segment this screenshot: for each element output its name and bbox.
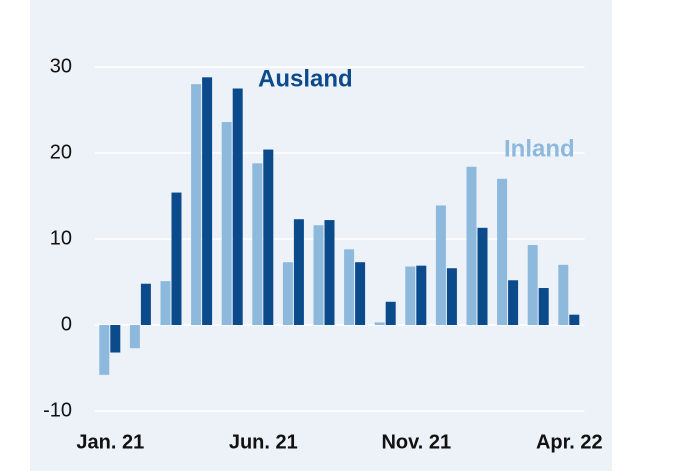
bar: [446, 268, 457, 325]
bar: [374, 322, 385, 325]
x-tick-label: Apr. 22: [536, 431, 603, 453]
bar: [263, 149, 274, 325]
series-label: Inland: [504, 135, 575, 162]
bar: [293, 219, 304, 325]
bar: [355, 262, 366, 325]
bar: [110, 325, 121, 353]
y-tick-label: 10: [50, 227, 72, 249]
bar: [558, 264, 569, 325]
x-tick-label: Jan. 21: [76, 431, 144, 453]
bar: [477, 227, 488, 325]
bar: [344, 249, 355, 325]
y-tick-label: 30: [50, 55, 72, 77]
bar: [313, 225, 324, 325]
bar: [252, 163, 263, 325]
bar: [191, 84, 202, 325]
bar: [466, 166, 477, 325]
bar: [202, 77, 213, 325]
bar: [171, 192, 182, 325]
bar: [140, 283, 151, 325]
bar: [160, 281, 171, 325]
bar: [324, 220, 335, 325]
bar: [538, 288, 549, 325]
bar: [232, 88, 243, 325]
y-tick-label: -10: [43, 399, 72, 421]
bar: [416, 265, 427, 325]
bar: [405, 266, 416, 325]
bar: [497, 178, 508, 325]
bar: [129, 325, 140, 349]
bar: [569, 314, 580, 325]
bar: [527, 245, 538, 325]
y-tick-label: 0: [61, 313, 72, 335]
bar: [221, 122, 232, 325]
bar: [282, 262, 293, 325]
y-tick-label: 20: [50, 141, 72, 163]
bar: [435, 205, 446, 325]
bar: [99, 325, 110, 375]
bar: [385, 301, 396, 325]
x-tick-label: Jun. 21: [229, 431, 298, 453]
bar: [508, 280, 519, 325]
series-label: Ausland: [258, 65, 353, 92]
x-tick-label: Nov. 21: [381, 431, 451, 453]
